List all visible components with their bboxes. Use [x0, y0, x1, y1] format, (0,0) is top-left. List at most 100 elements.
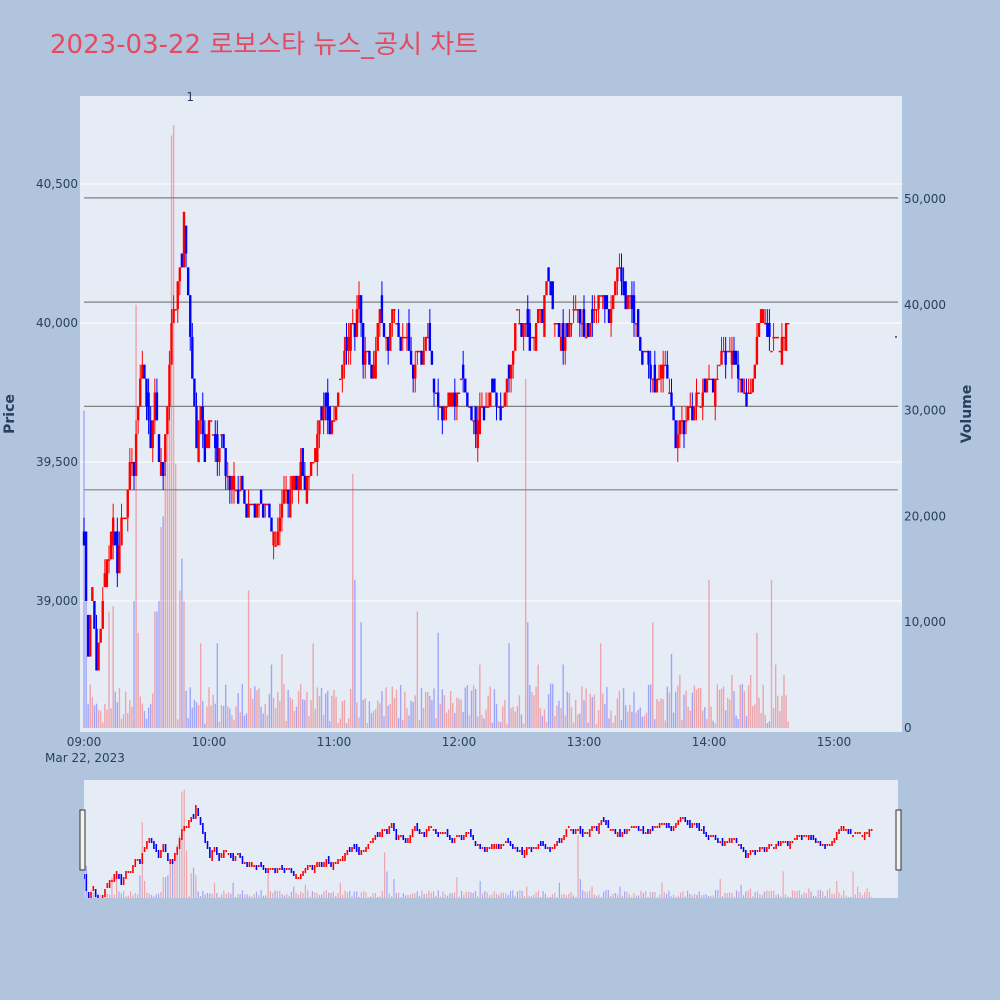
volume-bar — [758, 697, 760, 728]
range-slider-background[interactable] — [84, 780, 898, 898]
candle-body — [332, 420, 336, 422]
candle-body — [691, 406, 694, 421]
candle-body — [566, 323, 569, 337]
candle-body — [124, 517, 127, 520]
candle-body — [601, 295, 604, 297]
range-volume-bar — [535, 892, 537, 898]
candle-body — [351, 323, 354, 325]
range-volume-bar — [330, 892, 332, 898]
candle-body — [326, 392, 329, 421]
volume-bar — [281, 653, 283, 728]
volume-bar — [347, 718, 350, 728]
range-slider-left-handle[interactable] — [79, 809, 86, 871]
volume-bar — [366, 723, 369, 728]
candle-body — [301, 448, 304, 476]
range-volume-bar — [679, 892, 682, 898]
volume-bar — [770, 579, 773, 728]
volume-bar — [216, 643, 219, 728]
candle-body — [376, 323, 379, 351]
candle-body — [586, 323, 590, 337]
candlestick-series[interactable] — [82, 211, 897, 671]
range-slider-right-handle[interactable] — [895, 809, 902, 871]
volume-bar — [702, 710, 704, 728]
volume-bar — [245, 713, 248, 728]
candle-body — [649, 364, 652, 379]
volume-tick-label: 0 — [904, 721, 912, 735]
range-volume-bar — [714, 890, 717, 898]
candle-body — [370, 364, 373, 379]
volume-bar — [777, 695, 779, 728]
volume-bar — [131, 706, 133, 728]
candle-body — [722, 350, 725, 353]
candle-body — [209, 420, 213, 422]
volume-bar — [524, 378, 527, 728]
candle-body — [593, 309, 596, 311]
volume-bar — [385, 687, 387, 728]
annotation-label: 1 — [186, 90, 194, 104]
volume-bar — [95, 703, 98, 728]
range-volume-bar — [845, 895, 847, 898]
volume-bar — [487, 695, 489, 728]
candle-body — [343, 350, 346, 365]
candle-body — [382, 323, 386, 337]
volume-bar — [718, 689, 721, 728]
volume-bar — [104, 703, 106, 728]
range-volume-bar — [808, 888, 810, 898]
range-volume-bar — [759, 894, 761, 898]
range-volume-bar — [353, 891, 355, 898]
volume-bar — [464, 687, 466, 728]
range-volume-bar — [437, 890, 439, 898]
volume-bar — [337, 723, 339, 728]
volume-bar — [720, 688, 723, 728]
volume-bar — [583, 700, 585, 728]
range-volume-bar — [733, 896, 735, 898]
volume-bar — [389, 703, 391, 728]
range-volume-bar — [458, 896, 460, 898]
range-volume-bar — [372, 893, 374, 898]
volume-bar — [493, 689, 496, 728]
candle-body — [374, 350, 377, 379]
candle-body — [616, 267, 619, 282]
candle-body — [559, 336, 563, 351]
volume-bar — [135, 304, 137, 728]
range-volume-bar — [451, 893, 453, 898]
range-volume-bar — [591, 886, 593, 898]
range-volume-bar — [335, 895, 337, 898]
range-volume-bar — [596, 895, 598, 898]
candle-body — [114, 531, 117, 546]
range-volume-bar — [815, 896, 817, 898]
range-volume-bar — [123, 890, 125, 898]
range-volume-bar — [686, 890, 689, 898]
candle-body — [193, 378, 196, 407]
range-volume-bar — [453, 892, 456, 898]
candle-body — [686, 406, 690, 421]
volume-bar — [774, 664, 777, 728]
range-volume-bar — [619, 886, 621, 898]
volume-bar — [510, 707, 512, 728]
range-volume-bar — [700, 895, 703, 898]
candle-body — [324, 392, 327, 407]
candle-body — [372, 364, 375, 379]
candle-body — [322, 406, 325, 421]
volume-bar — [712, 720, 714, 728]
candle-body — [105, 559, 109, 588]
range-volume-bar — [843, 890, 845, 898]
candle-body — [664, 364, 667, 367]
range-volume-bar — [409, 894, 411, 898]
candle-body — [774, 336, 777, 339]
candle-body — [743, 392, 746, 394]
volume-bar — [199, 643, 202, 728]
candle-body — [107, 559, 111, 561]
range-volume-bar — [423, 893, 425, 898]
volume-bar — [591, 696, 594, 728]
volume-bar — [616, 698, 619, 728]
candle-body — [484, 406, 488, 408]
volume-bar — [258, 688, 260, 728]
candle-body — [153, 392, 157, 421]
range-volume-bar — [211, 893, 213, 898]
volume-bar — [706, 719, 708, 728]
candle-body — [595, 309, 598, 311]
volume-bar — [666, 686, 669, 728]
volume-bar — [372, 710, 375, 728]
range-volume-bar — [337, 893, 339, 898]
